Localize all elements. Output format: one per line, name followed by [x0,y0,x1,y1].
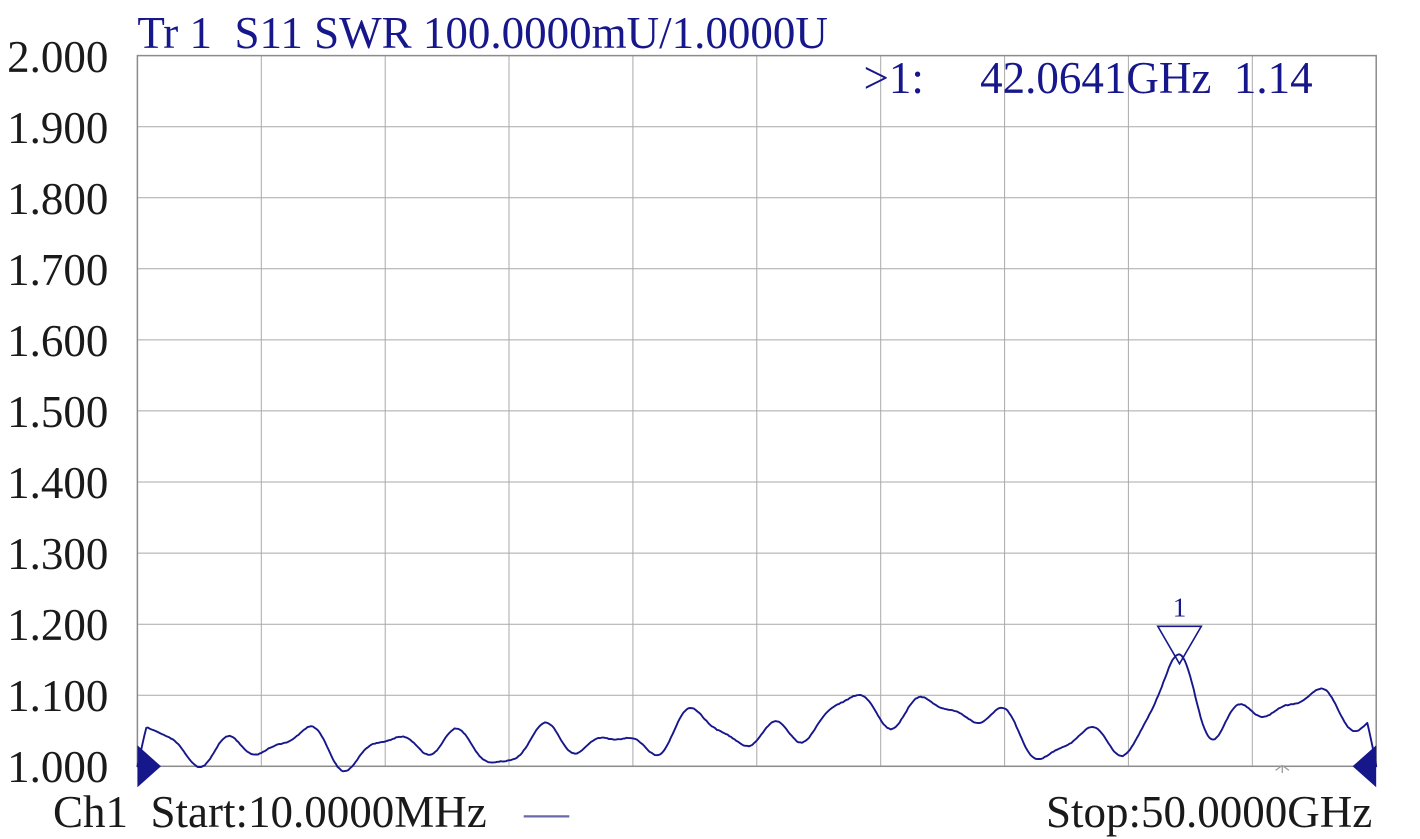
svg-text:1: 1 [1173,592,1187,622]
